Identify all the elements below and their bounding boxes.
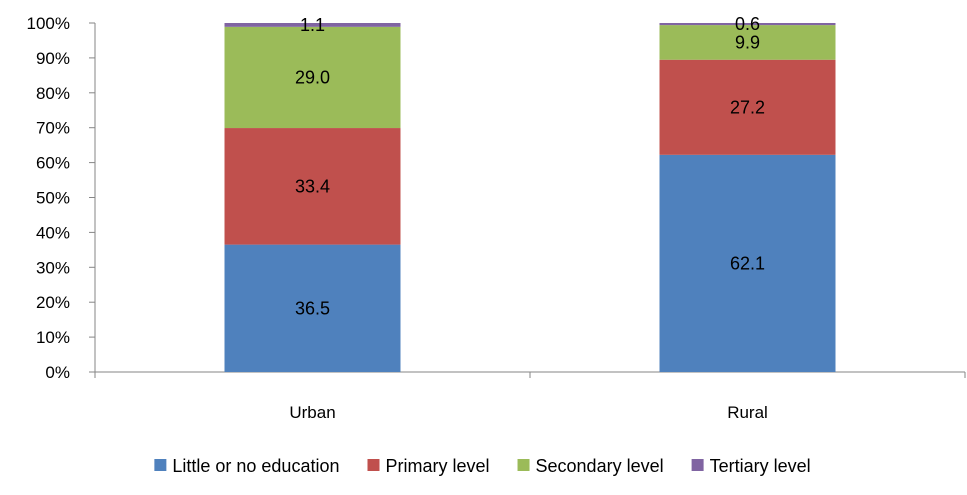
bars: 36.5 33.4 29.0 1.1 62.1 27.2 9.90.6 xyxy=(224,14,836,372)
bar-segment-tertiary-level xyxy=(659,23,836,26)
bar-segment-little-or-no-education xyxy=(224,244,401,372)
bar-stack-urban: 36.5 33.4 29.0 1.1 xyxy=(224,15,401,372)
legend-swatch xyxy=(691,459,704,471)
data-label: 9.9 xyxy=(735,32,760,52)
legend-label: Primary level xyxy=(385,456,489,476)
legend-swatch xyxy=(154,459,167,471)
data-label: 1.1 xyxy=(300,15,325,35)
legend: Little or no education Primary level Secon… xyxy=(154,456,811,476)
bar-segment-tertiary-level xyxy=(224,23,401,27)
bar-segment-secondary-level xyxy=(659,25,836,60)
y-tick-label: 90% xyxy=(36,49,70,68)
bar-segment-primary-level xyxy=(659,59,836,155)
y-tick-label: 40% xyxy=(36,223,70,242)
y-tick-label: 10% xyxy=(36,328,70,347)
bar-segment-little-or-no-education xyxy=(659,154,836,372)
legend-label: Secondary level xyxy=(536,456,664,476)
data-label: 36.5 xyxy=(295,298,330,318)
x-tick-label: Urban xyxy=(289,403,335,422)
x-axis: Urban Rural xyxy=(94,371,966,422)
y-tick-label: 0% xyxy=(45,363,70,382)
data-label: 29.0 xyxy=(295,67,330,87)
y-axis: 0% 10% 20% 30% 40% 50% 60% 70% 80% 90% 100% xyxy=(27,14,96,382)
data-label: 0.6 xyxy=(735,14,760,34)
legend-item-primary-level: Primary level xyxy=(367,456,490,476)
data-label: 33.4 xyxy=(295,176,330,196)
data-label: 27.2 xyxy=(730,97,765,117)
y-tick-label: 30% xyxy=(36,258,70,277)
legend-item-tertiary-level: Tertiary level xyxy=(691,456,811,476)
y-tick-label: 80% xyxy=(36,84,70,103)
y-tick-label: 70% xyxy=(36,119,70,138)
y-tick-label: 60% xyxy=(36,154,70,173)
legend-item-secondary-level: Secondary level xyxy=(517,456,664,476)
legend-label: Little or no education xyxy=(172,456,339,476)
bar-stack-rural: 62.1 27.2 9.90.6 xyxy=(659,14,836,372)
legend-swatch xyxy=(367,459,380,471)
legend-item-little-or-no-education: Little or no education xyxy=(154,456,339,476)
y-tick-label: 20% xyxy=(36,293,70,312)
legend-swatch xyxy=(517,459,530,471)
bar-segment-secondary-level xyxy=(224,26,401,129)
bar-segment-primary-level xyxy=(224,128,401,245)
y-tick-label: 50% xyxy=(36,189,70,208)
y-tick-label: 100% xyxy=(27,14,70,33)
x-tick-label: Rural xyxy=(727,403,768,422)
legend-label: Tertiary level xyxy=(710,456,811,476)
data-label: 62.1 xyxy=(730,253,765,273)
